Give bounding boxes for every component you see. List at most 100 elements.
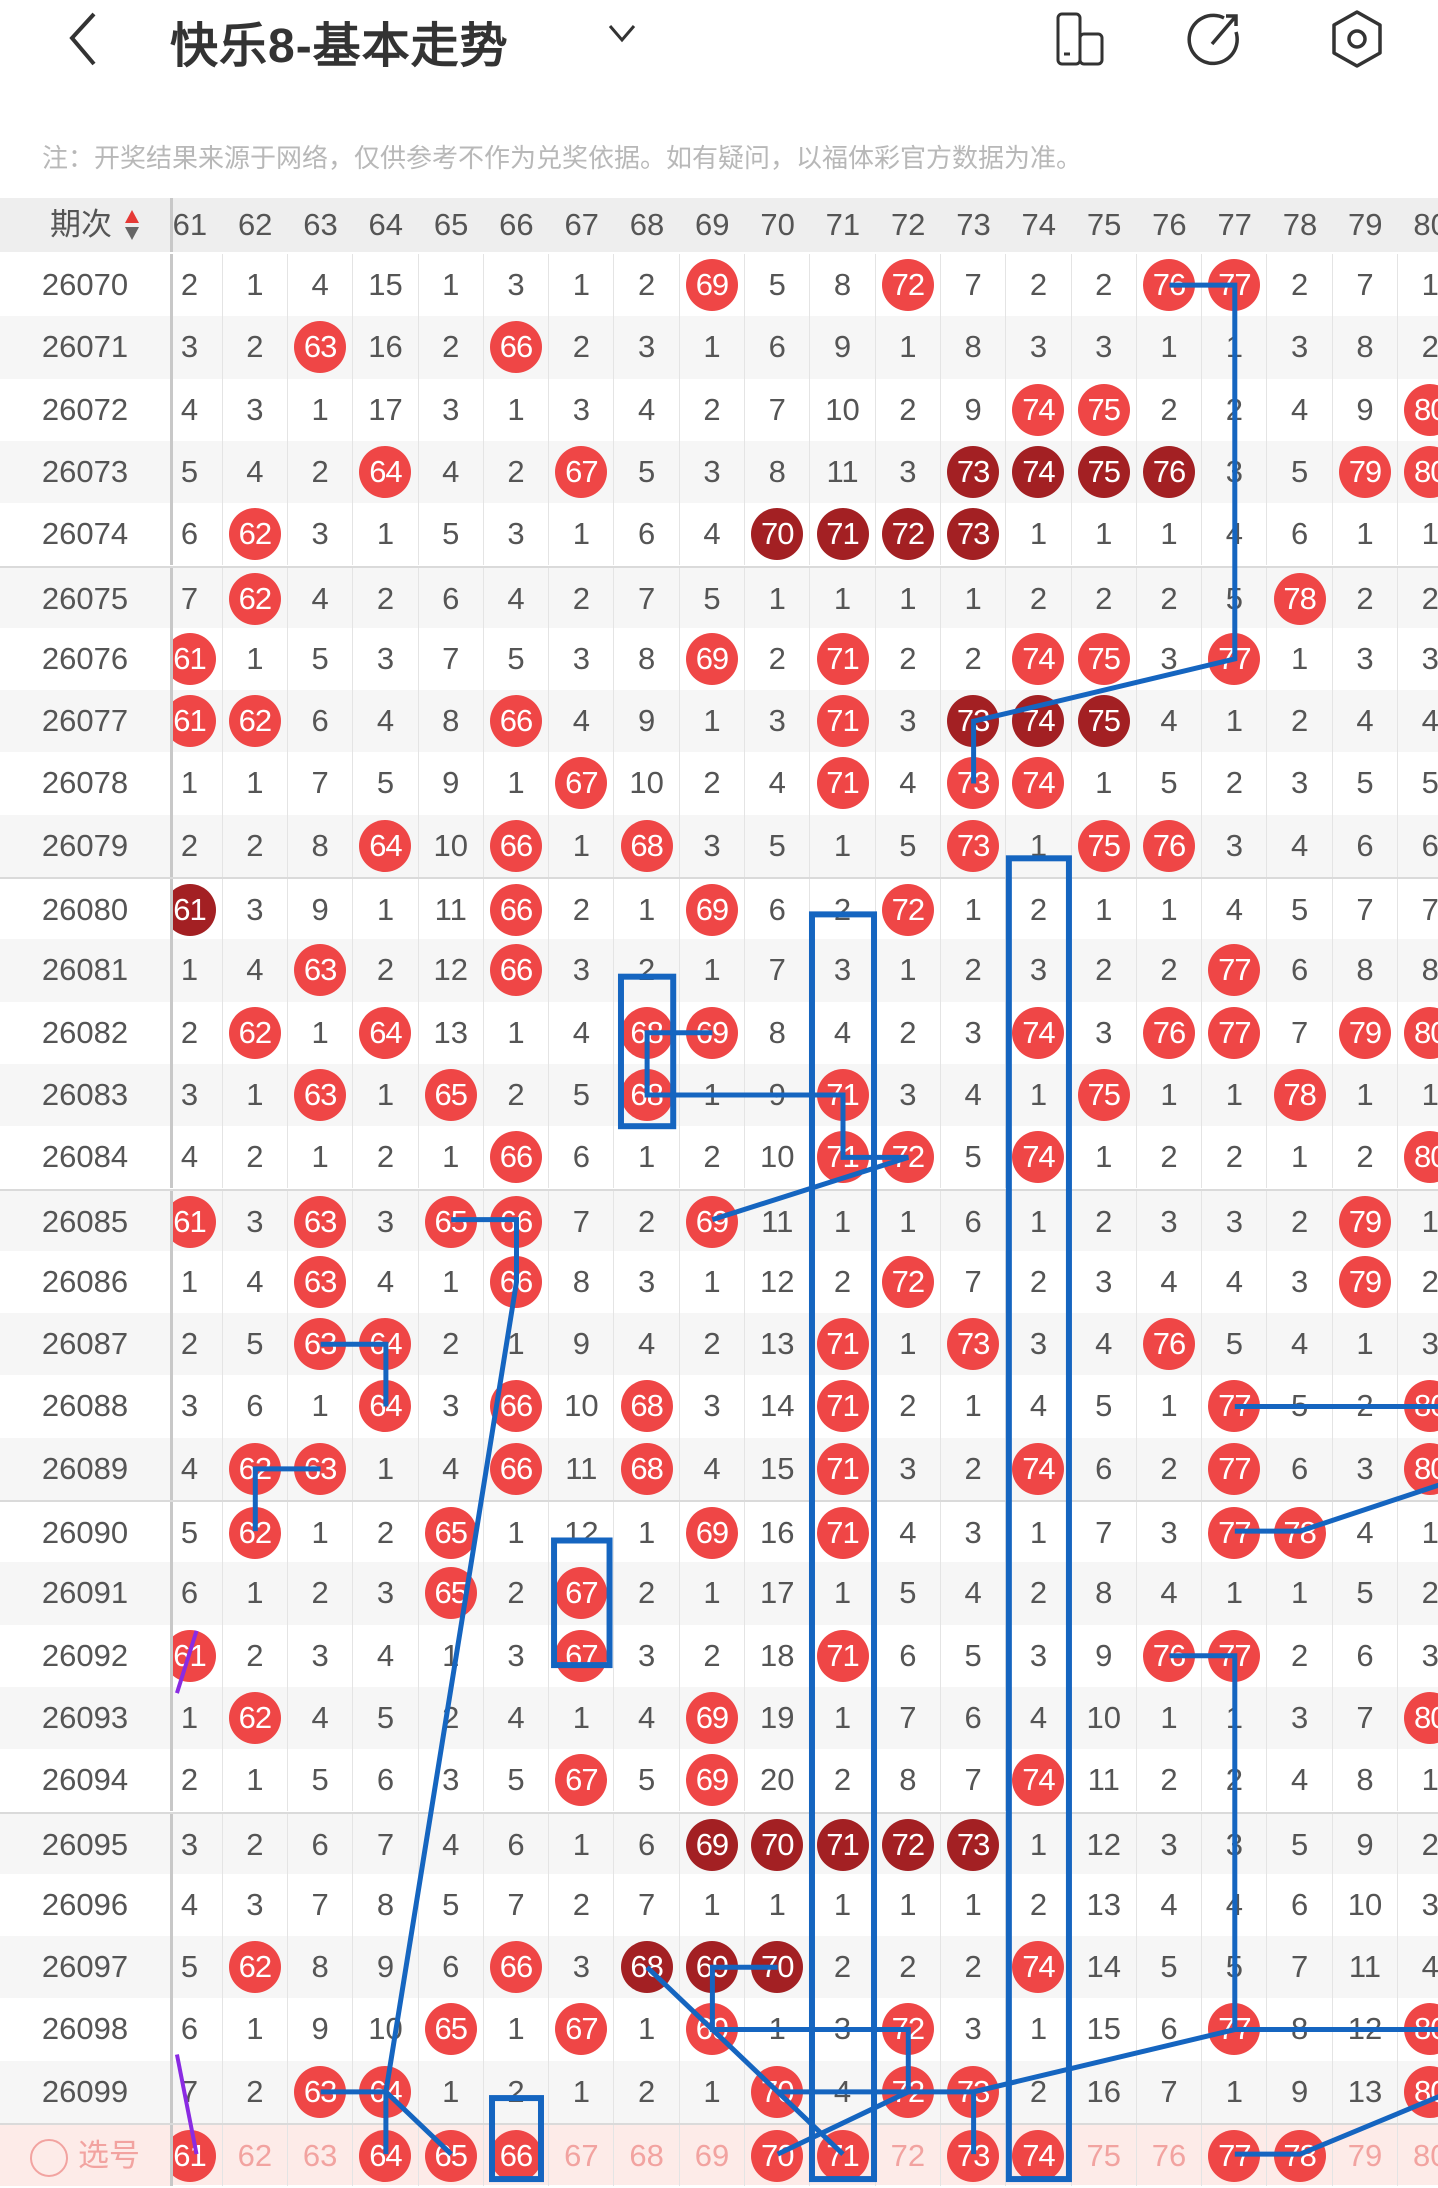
omission-count: 12 [564,1515,599,1550]
omission-count: 5 [180,453,199,489]
cell-74: 74 [1006,1437,1072,1500]
omission-count: 4 [572,703,590,739]
cell-79: 1 [1333,1313,1399,1376]
omission-count: 1 [1291,1139,1309,1175]
omission-count: 7 [572,1203,590,1239]
omission-count: 7 [964,267,982,302]
omission-count: 7 [1356,267,1374,302]
select-number-69[interactable]: 69 [680,2125,746,2186]
select-number-74[interactable]: 74 [1006,2125,1072,2186]
cell-74: 2 [1006,1250,1072,1314]
chevron-down-icon[interactable] [604,18,640,48]
cell-76: 6 [1137,1998,1203,2061]
cell-77: 4 [1202,879,1268,942]
omission-count: 8 [1291,2011,1309,2047]
cell-74: 3 [1006,316,1072,379]
omission-count: 5 [311,640,329,676]
cell-72: 2 [876,1001,941,1064]
omission-count: 6 [311,1826,329,1862]
select-number-67[interactable]: 67 [549,2125,615,2186]
chevron-left-icon[interactable] [62,8,112,68]
cell-77: 5 [1202,1936,1268,1999]
select-number-62[interactable]: 62 [223,2125,288,2186]
table-row: 726364121217047273216719138026099 [0,2060,1438,2123]
omission-count: 3 [1225,453,1243,489]
cell-63: 6 [288,690,354,753]
hit-ball: 80 [1404,2065,1438,2118]
select-number-80[interactable]: 80 [1398,2125,1438,2186]
cell-75: 3 [1072,1250,1137,1314]
share-icon[interactable] [1184,8,1246,70]
cell-76: 3 [1137,627,1203,691]
cell-80: 2 [1398,1562,1438,1624]
cell-74: 4 [1006,1686,1072,1750]
cell-65: 3 [419,1375,484,1438]
cell-71: 2 [810,879,876,942]
cell-67: 2 [549,567,615,630]
select-number-71[interactable]: 71 [810,2125,876,2186]
omission-count: 4 [703,1450,721,1486]
omission-count: 4 [1291,827,1309,863]
select-number-77[interactable]: 77 [1202,2125,1268,2186]
cell-74: 74 [1006,752,1072,815]
select-number-76[interactable]: 76 [1137,2125,1203,2186]
cell-63: 9 [288,879,354,942]
select-number-label: 73 [947,2130,1000,2182]
omission-count: 3 [1160,1203,1178,1239]
cell-65: 3 [419,1749,484,1812]
select-number-75[interactable]: 75 [1072,2125,1137,2186]
omission-count: 4 [964,1076,982,1112]
hit-ball: 80 [1404,1131,1438,1184]
sort-icon[interactable] [124,208,140,242]
omission-count: 6 [180,2011,199,2047]
select-number-63[interactable]: 63 [288,2125,354,2186]
trend-table[interactable]: 2 1 4 15 1 3 1 2 69 5 8 72 7 2 2 76 77 2 7 1 26070 3 2 63 16 2 66 2… [0,254,1438,2186]
select-number-79[interactable]: 79 [1333,2125,1399,2186]
select-number-65[interactable]: 65 [419,2125,484,2186]
layout-toggle-icon[interactable] [1050,8,1112,70]
omission-count: 1 [311,1139,329,1175]
cell-72: 2 [876,1375,941,1438]
omission-count: 12 [433,952,468,988]
omission-count: 1 [833,1203,852,1239]
page-title[interactable]: 快乐8-基本走势 [170,20,509,73]
omission-count: 9 [964,391,982,427]
period-header[interactable]: 期次 [0,198,173,252]
table-row: 2 5 63 64 2 1 9 4 2 13 71 1 73 3 4 76 5 4 1 3 26087 [0,1313,1438,1376]
select-number-73[interactable]: 73 [941,2125,1007,2186]
cell-71: 2 [810,1749,876,1812]
select-number-72[interactable]: 72 [876,2125,941,2186]
period-cell: 26070 [0,254,173,317]
cell-80: 2 [1398,1251,1438,1313]
hit-ball: 80 [1404,1380,1438,1433]
cell-74: 1 [1006,1813,1072,1876]
select-number-70[interactable]: 70 [745,2125,811,2186]
cell-66: 2 [484,2060,550,2123]
omission-count: 1 [964,1388,982,1424]
select-number-64[interactable]: 64 [353,2125,419,2186]
hit-ball: 71 [816,1318,869,1371]
cell-75: 75 [1072,814,1137,877]
omission-count: 2 [964,1450,982,1486]
radio-circle-icon[interactable] [30,2138,68,2177]
omission-count: 3 [376,640,395,676]
cell-62: 1 [223,1998,288,2061]
select-toggle[interactable]: 选号 [0,2125,173,2186]
cell-61: 2 [157,814,223,877]
cell-62: 62 [223,567,288,630]
settings-icon[interactable] [1326,8,1388,70]
hit-ball: 75 [1077,632,1130,685]
cell-69: 69 [680,1749,746,1812]
hit-ball: 68 [620,1442,673,1495]
period-cell: 26087 [0,1313,173,1376]
cell-73: 5 [941,1126,1007,1189]
cell-70: 18 [745,1624,811,1687]
omission-count: 5 [1225,1949,1243,1985]
select-number-66[interactable]: 66 [484,2125,550,2186]
select-number-68[interactable]: 68 [615,2125,680,2186]
omission-count: 1 [1356,1076,1374,1112]
omission-count: 4 [507,1699,525,1735]
omission-count: 5 [964,1139,982,1175]
select-number-78[interactable]: 78 [1268,2125,1333,2186]
omission-count: 1 [246,1575,264,1611]
